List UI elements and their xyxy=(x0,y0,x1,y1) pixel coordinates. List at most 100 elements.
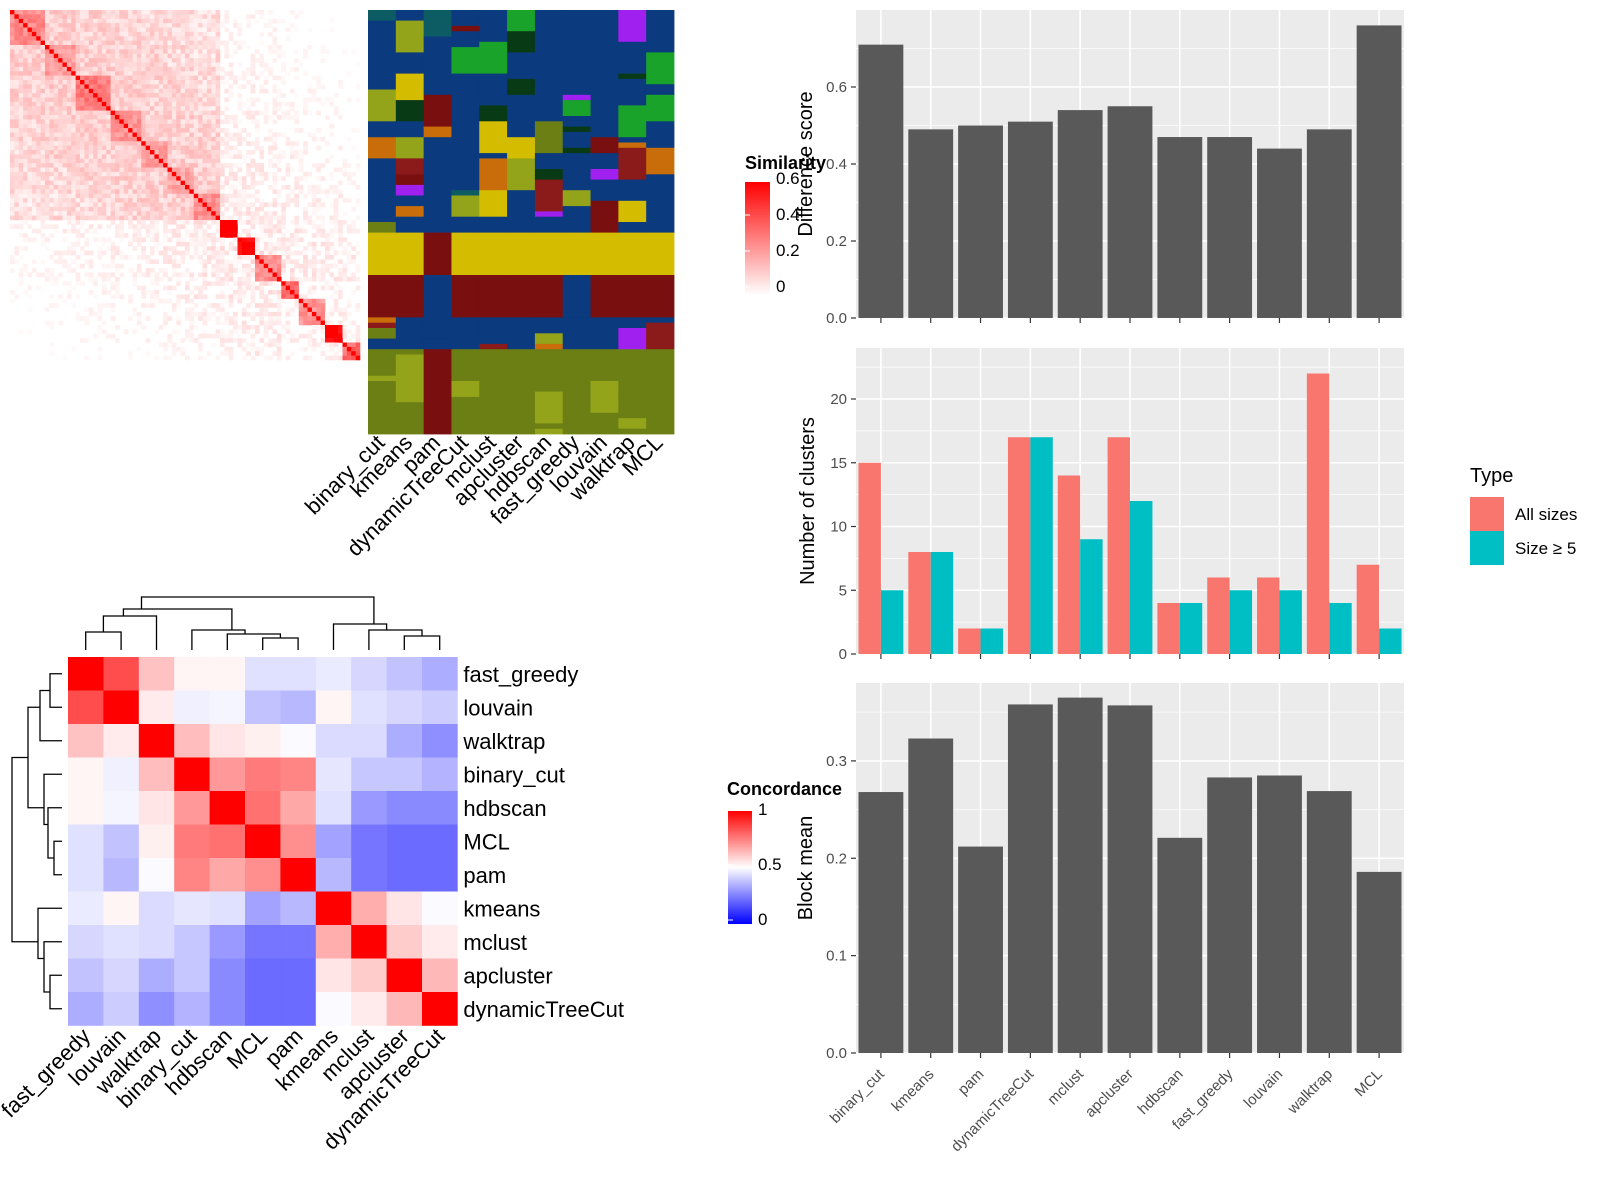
similarity-cell xyxy=(75,141,81,146)
similarity-cell xyxy=(58,106,63,111)
similarity-cell xyxy=(176,180,181,186)
similarity-cell xyxy=(14,53,20,59)
similarity-cell xyxy=(123,255,129,260)
similarity-cell xyxy=(176,31,181,37)
similarity-cell xyxy=(14,123,20,129)
similarity-cell xyxy=(276,158,282,164)
similarity-cell xyxy=(268,272,273,278)
similarity-cell xyxy=(198,119,203,125)
similarity-cell xyxy=(62,228,68,234)
similarity-cell xyxy=(45,141,50,146)
similarity-legend-tick-label: 0.2 xyxy=(776,241,800,260)
similarity-cell xyxy=(150,14,155,20)
similarity-cell xyxy=(40,115,46,120)
similarity-cell xyxy=(333,224,339,230)
similarity-cell xyxy=(27,49,33,55)
similarity-cell xyxy=(298,281,304,286)
similarity-cell xyxy=(128,97,133,103)
similarity-cell xyxy=(294,176,300,181)
cluster-cell xyxy=(590,100,619,133)
similarity-cell xyxy=(250,325,256,330)
cluster-cell xyxy=(590,381,619,414)
similarity-cell xyxy=(241,71,247,76)
similarity-cell xyxy=(62,263,68,269)
concordance-cell xyxy=(386,891,423,926)
similarity-cell xyxy=(167,66,173,72)
similarity-cell xyxy=(176,80,181,85)
similarity-cell xyxy=(53,49,59,55)
similarity-cell xyxy=(97,45,103,50)
similarity-cell xyxy=(27,180,33,186)
similarity-cell xyxy=(106,290,111,295)
similarity-cell xyxy=(189,325,195,330)
similarity-cell xyxy=(272,241,278,247)
similarity-cell xyxy=(228,276,234,282)
similarity-cell xyxy=(145,198,151,203)
similarity-cell xyxy=(180,71,186,76)
similarity-cell xyxy=(84,316,90,321)
similarity-cell xyxy=(272,97,278,103)
similarity-cell xyxy=(189,101,195,107)
similarity-cell xyxy=(141,106,146,111)
similarity-cell xyxy=(276,320,282,326)
similarity-cell xyxy=(128,45,133,50)
similarity-cell xyxy=(150,136,155,142)
similarity-cell xyxy=(255,268,260,273)
similarity-cell xyxy=(84,97,90,103)
similarity-cell xyxy=(158,167,164,173)
similarity-cell xyxy=(58,132,63,138)
similarity-cell xyxy=(259,285,265,291)
similarity-cell xyxy=(176,154,181,160)
cluster-cell xyxy=(423,94,452,127)
similarity-cell xyxy=(128,136,133,142)
similarity-cell xyxy=(84,237,90,243)
similarity-cell xyxy=(294,233,300,238)
cluster-cell xyxy=(395,349,425,355)
similarity-cell xyxy=(40,241,46,247)
similarity-cell xyxy=(176,316,181,321)
concordance-cell xyxy=(245,958,281,993)
dendrogram-branch xyxy=(85,631,122,650)
similarity-cell xyxy=(128,14,133,20)
cluster-cell xyxy=(395,52,425,64)
similarity-cell xyxy=(259,281,265,286)
similarity-cell xyxy=(14,10,20,15)
similarity-cell xyxy=(263,303,269,308)
similarity-cell xyxy=(110,285,116,291)
similarity-cell xyxy=(123,171,129,177)
similarity-cell xyxy=(268,316,273,321)
similarity-cell xyxy=(145,268,151,273)
similarity-cell xyxy=(241,220,247,225)
similarity-cell xyxy=(307,311,313,317)
cluster-cell xyxy=(534,110,564,122)
x-tick-label: walktrap xyxy=(1284,1066,1336,1118)
bar xyxy=(858,44,904,319)
similarity-cell xyxy=(80,97,85,103)
similarity-cell xyxy=(202,202,208,208)
similarity-cell xyxy=(198,49,203,55)
similarity-cell xyxy=(298,189,304,195)
similarity-cell xyxy=(311,202,317,208)
similarity-cell xyxy=(237,31,243,37)
similarity-cell xyxy=(141,71,146,76)
cluster-cell xyxy=(618,232,647,265)
similarity-cell xyxy=(58,36,63,41)
concordance-cell xyxy=(245,992,281,1026)
similarity-cell xyxy=(211,333,216,339)
similarity-cell xyxy=(23,180,28,186)
similarity-cell xyxy=(31,27,37,33)
similarity-cell xyxy=(307,329,313,335)
similarity-cell xyxy=(45,84,50,90)
similarity-cell xyxy=(176,241,181,247)
cluster-cell xyxy=(479,232,508,239)
cluster-cell xyxy=(646,174,675,186)
similarity-cell xyxy=(320,268,326,273)
similarity-cell xyxy=(320,58,326,63)
similarity-cell xyxy=(206,237,212,243)
similarity-cell xyxy=(198,71,203,76)
similarity-cell xyxy=(215,110,221,116)
similarity-cell xyxy=(66,101,72,107)
similarity-cell xyxy=(119,163,125,168)
similarity-cell xyxy=(88,167,94,173)
cluster-cell xyxy=(646,264,675,276)
